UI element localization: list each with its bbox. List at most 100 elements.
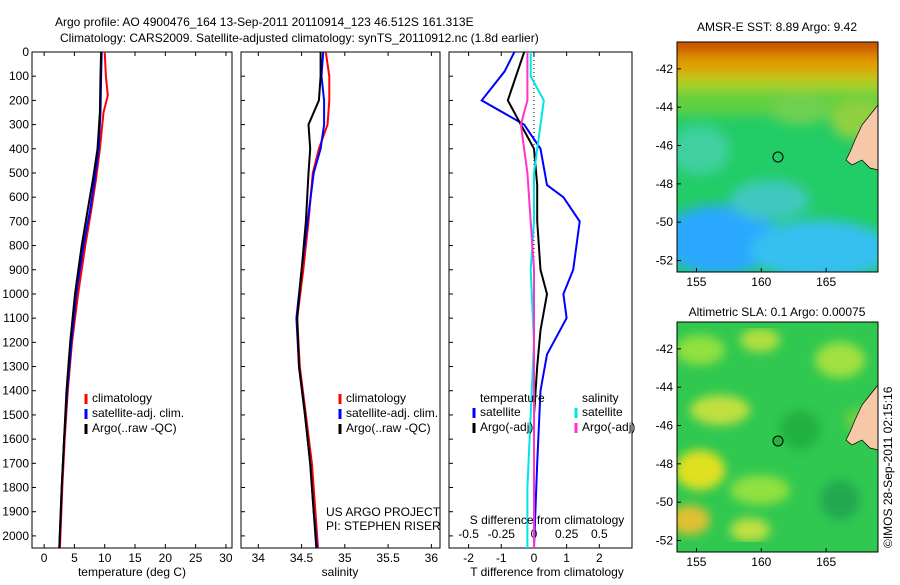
temperature-xlabel: temperature (deg C) (78, 565, 186, 579)
legend-label: satellite-adj. clim. (92, 406, 184, 420)
legend-label: satellite (480, 405, 521, 419)
x-tick-label: 35 (338, 551, 352, 565)
salinity-tick-labels: 34 34.5 35 35.5 36 (252, 52, 439, 565)
x-tick-label: 20 (159, 551, 173, 565)
sla-map-title: Altimetric SLA: 0.1 Argo: 0.00075 (689, 305, 866, 319)
legend-heading-salinity: salinity (582, 391, 619, 405)
series-line-s-satellite (526, 52, 545, 548)
lat-tick-label: -50 (656, 215, 674, 229)
lat-tick-label: -42 (656, 342, 674, 356)
temperature-tick-labels: 0 5 10 15 20 25 30 (41, 52, 233, 565)
difference-axes-frame (448, 51, 633, 549)
legend-label: Argo(..raw -QC) (346, 421, 431, 435)
temperature-series (58, 52, 109, 548)
s-diff-tick-label: -0.5 (458, 527, 479, 541)
depth-tick-label: 1200 (2, 335, 29, 349)
depth-tick-label: 1800 (2, 481, 29, 495)
sla-map-panel: Altimetric SLA: 0.1 Argo: 0.00075 -42 -44… (656, 305, 879, 569)
lat-tick-label: -52 (656, 534, 674, 548)
sst-map-title: AMSR-E SST: 8.89 Argo: 9.42 (697, 20, 857, 34)
x-tick-label: 15 (128, 551, 142, 565)
s-difference-label: S difference from climatology (470, 513, 625, 527)
legend-label: Argo(-adj) (480, 420, 533, 434)
x-tick-label: 1 (563, 551, 570, 565)
sst-argo-marker (772, 151, 784, 163)
sla-argo-marker (772, 435, 784, 447)
lat-tick-label: -42 (656, 62, 674, 76)
lon-tick-label: 155 (686, 555, 706, 569)
series-line-argo-raw-qc- (296, 52, 322, 548)
salinity-axes-frame (240, 51, 441, 549)
depth-tick-label: 1500 (2, 408, 29, 422)
series-line-t-satellite (480, 52, 581, 548)
series-line-s-argo-adj- (519, 52, 535, 548)
x-tick-label: 0 (531, 551, 538, 565)
temperature-panel: 0100200300400500600700800900100011001200… (2, 45, 233, 579)
depth-tick-label: 1900 (2, 505, 29, 519)
depth-tick-label: 1700 (2, 456, 29, 470)
series-line-climatology (296, 52, 331, 548)
lat-tick-label: -44 (656, 380, 674, 394)
depth-tick-label: 2000 (2, 529, 29, 543)
lon-tick-label: 160 (751, 555, 771, 569)
temperature-axes-frame (31, 51, 233, 549)
sst-lon-tick-labels: 155 160 165 (686, 268, 836, 289)
s-diff-tick-label: 0.5 (591, 527, 608, 541)
depth-tick-label: 100 (9, 69, 29, 83)
x-tick-label: 36 (425, 551, 439, 565)
x-tick-label: -2 (463, 551, 474, 565)
lat-tick-label: -52 (656, 254, 674, 268)
depth-tick-label: 500 (9, 166, 29, 180)
salinity-xlabel: salinity (322, 565, 359, 579)
depth-tick-label: 600 (9, 190, 29, 204)
sla-lon-tick-labels: 155 160 165 (686, 548, 836, 569)
legend-label: Argo(-adj) (582, 420, 635, 434)
salinity-series (295, 52, 331, 548)
x-tick-label: 2 (596, 551, 603, 565)
x-tick-label: 0 (41, 551, 48, 565)
depth-tick-label: 1100 (3, 311, 29, 325)
legend-label: satellite (582, 405, 623, 419)
lon-tick-label: 165 (816, 275, 836, 289)
x-tick-label: 5 (71, 551, 78, 565)
lat-tick-label: -48 (656, 457, 674, 471)
legend-heading-temperature: temperature (480, 391, 545, 405)
depth-tick-label: 900 (9, 263, 29, 277)
credit-text: ©IMOS 28-Sep-2011 02:15:16 (881, 386, 895, 548)
depth-tick-label: 200 (9, 93, 29, 107)
x-tick-label: -1 (496, 551, 507, 565)
salinity-panel: 34 34.5 35 35.5 36 salinity climatologysatel… (240, 51, 441, 579)
depth-tick-label: 400 (9, 142, 29, 156)
difference-legend: temperature salinitysatelliteArgo(-adj)sa… (472, 391, 635, 434)
legend-label: satellite-adj. clim. (346, 406, 438, 420)
figure-title-line2: Climatology: CARS2009. Satellite-adjuste… (60, 31, 539, 45)
depth-tick-label: 1600 (2, 432, 29, 446)
pi-annotation: PI: STEPHEN RISER (326, 519, 441, 533)
difference-series (480, 52, 581, 548)
sla-map-frame (676, 321, 879, 553)
x-tick-label: 25 (189, 551, 203, 565)
x-tick-label: 34 (252, 551, 266, 565)
sst-map-panel: AMSR-E SST: 8.89 Argo: 9.42 -42 -44 -46 -48… (656, 20, 879, 289)
legend-label: climatology (346, 391, 406, 405)
sla-lat-tick-labels: -42 -44 -46 -48 -50 -52 (656, 342, 681, 548)
depth-tick-label: 0 (22, 45, 29, 59)
depth-tick-label: 1300 (2, 360, 29, 374)
depth-tick-label: 1400 (2, 384, 29, 398)
depth-tick-label: 300 (9, 118, 29, 132)
difference-panel: -2 -1 0 1 2 -0.5 -0.25 0 0.25 0.5 S difference f… (448, 51, 635, 579)
lat-tick-label: -46 (656, 139, 674, 153)
sst-landmass (845, 104, 879, 171)
lon-tick-label: 160 (751, 275, 771, 289)
depth-tick-labels: 0 100 200 300 400 500 600 700 800 900 1000 1100 1200… (2, 45, 36, 543)
sst-lat-tick-labels: -42 -44 -46 -48 -50 -52 (656, 62, 681, 268)
x-tick-label: 10 (98, 551, 112, 565)
t-difference-label: T difference from climatology (470, 565, 624, 579)
lat-tick-label: -48 (656, 177, 674, 191)
s-diff-tick-label: -0.25 (488, 527, 516, 541)
lat-tick-label: -46 (656, 419, 674, 433)
lon-tick-label: 165 (816, 555, 836, 569)
lat-tick-label: -50 (656, 495, 674, 509)
